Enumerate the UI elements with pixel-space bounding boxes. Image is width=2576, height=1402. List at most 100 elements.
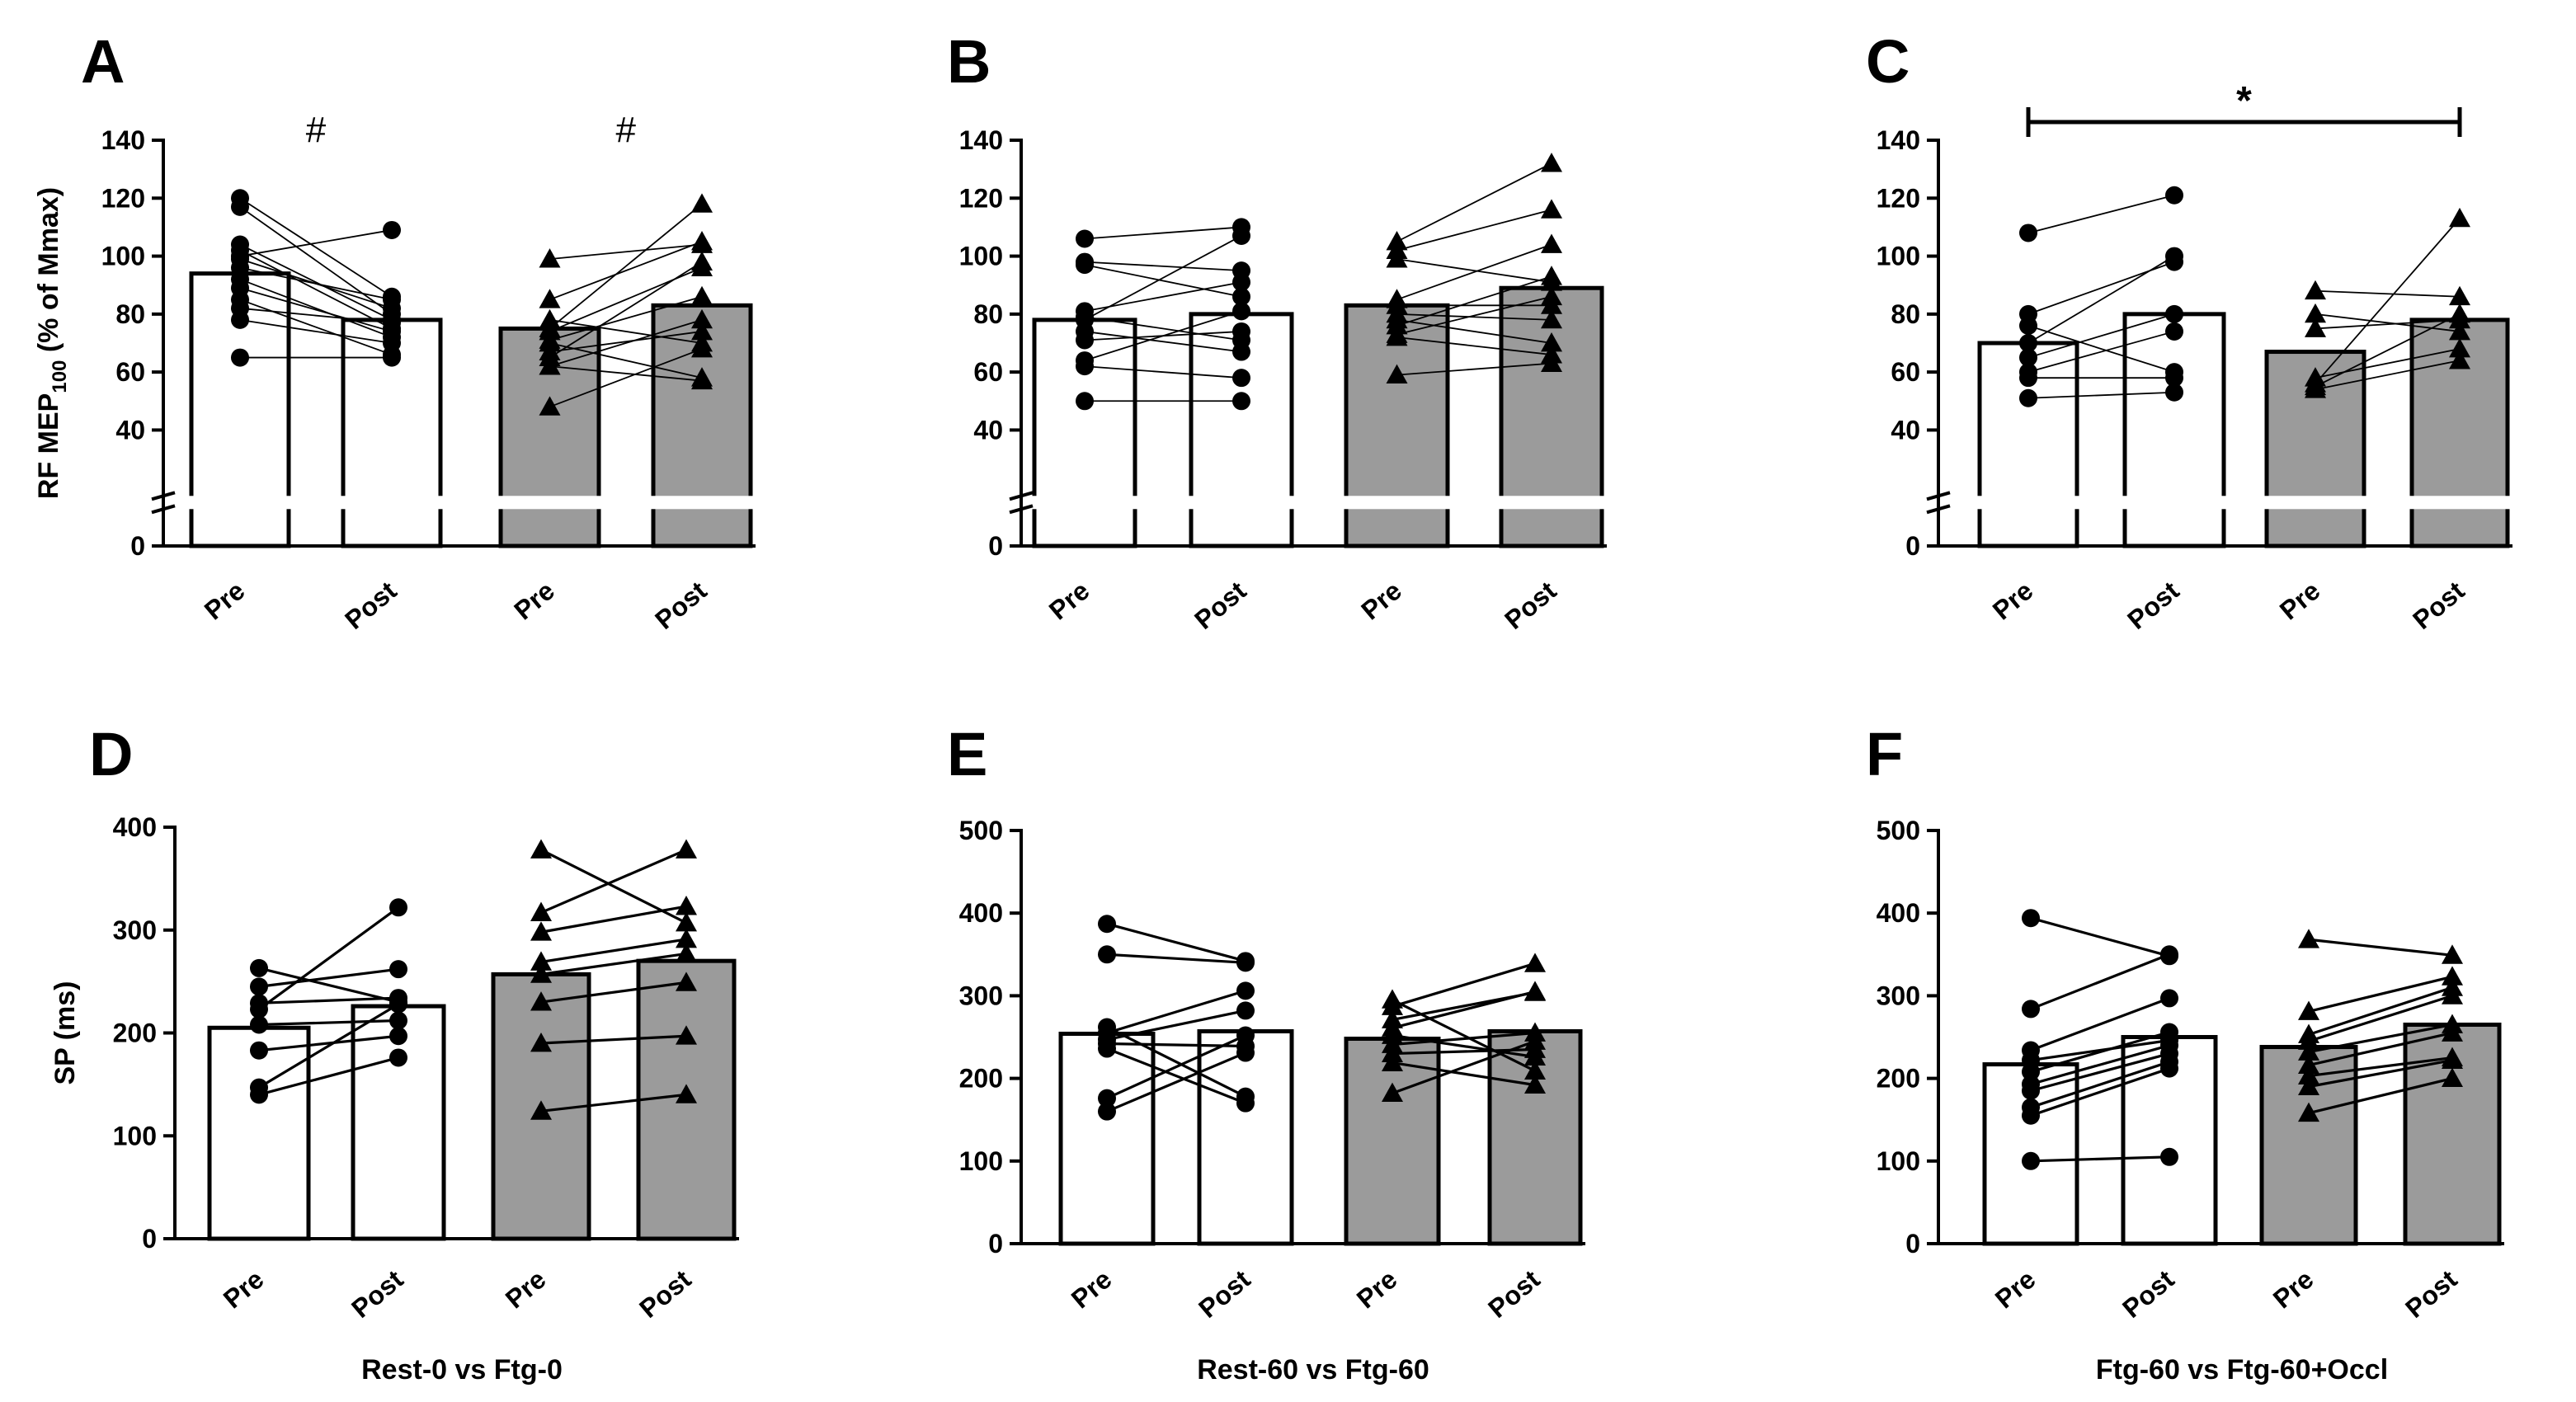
data-point-circle: [1232, 226, 1250, 245]
individual-line: [2315, 218, 2461, 384]
y-tick-label: 100: [1877, 242, 1920, 271]
data-point-triangle: [2305, 379, 2326, 398]
x-tick-label: Post: [2399, 1264, 2463, 1324]
data-point-circle: [1098, 945, 1116, 964]
data-point-circle: [2022, 1106, 2040, 1125]
panel-letter: D: [89, 720, 133, 788]
data-point-triangle: [2305, 318, 2326, 337]
individual-line: [549, 261, 703, 359]
y-tick-label: 400: [1877, 898, 1920, 928]
panel-letter: C: [1866, 27, 1910, 96]
data-point-triangle: [1382, 995, 1403, 1015]
individual-line: [1396, 162, 1552, 242]
data-point-circle: [383, 313, 401, 332]
individual-line: [1106, 1009, 1246, 1042]
data-point-circle: [1232, 322, 1250, 341]
y-tick-label: 200: [959, 1064, 1003, 1094]
data-point-circle: [383, 334, 401, 352]
data-point-triangle: [1541, 352, 1562, 372]
y-tick-label: 500: [1877, 816, 1920, 845]
y-axis-label: SP (ms): [49, 981, 81, 1085]
data-point-circle: [231, 310, 249, 329]
data-point-triangle: [1541, 308, 1562, 329]
data-point-circle: [389, 995, 407, 1014]
data-point-triangle: [539, 355, 561, 375]
data-point-circle: [2022, 1081, 2040, 1100]
individual-line: [1392, 962, 1536, 1008]
data-point-circle: [389, 1048, 407, 1067]
individual-line: [1396, 275, 1552, 327]
panel-letter: B: [947, 27, 991, 96]
y-axis-label-sub: 100: [49, 360, 71, 393]
y-tick-label: 400: [113, 812, 157, 842]
data-point-triangle: [1382, 1082, 1403, 1103]
individual-line: [2030, 1155, 2170, 1163]
y-axis-label-suffix: (% of Mmax): [33, 187, 64, 360]
individual-line: [540, 848, 687, 915]
data-point-triangle: [2442, 1067, 2463, 1087]
individual-line: [2030, 916, 2170, 957]
condition-label: Ftg-60 vs Ftg-60+Occl: [2096, 1354, 2388, 1386]
data-point-circle: [2022, 1062, 2040, 1081]
individual-line: [258, 1034, 399, 1052]
individual-line: [2030, 1061, 2170, 1109]
data-point-circle: [1232, 392, 1250, 411]
individual-line: [2308, 1023, 2453, 1054]
data-point-circle: [2160, 945, 2178, 964]
data-point-triangle: [2298, 1065, 2319, 1084]
condition-label: Rest-0 vs Ftg-0: [361, 1354, 563, 1386]
data-point-triangle: [1382, 1052, 1403, 1071]
y-tick-label: 200: [113, 1019, 157, 1048]
data-point-circle: [250, 1041, 268, 1060]
data-point-triangle: [1524, 953, 1546, 972]
x-tick-label: Pre: [1066, 1264, 1118, 1315]
individual-line: [1392, 1033, 1536, 1059]
data-point-triangle: [2298, 1102, 2319, 1122]
individual-line: [239, 249, 393, 330]
individual-line: [239, 243, 393, 321]
y-tick-label: 80: [115, 299, 145, 329]
data-point-circle: [2019, 334, 2037, 352]
panel-d: D 0 100 200 300 400 SP (ms) Pre Post Pre Post Rest-…: [49, 720, 739, 1386]
data-point-circle: [1232, 287, 1250, 306]
individual-line: [2315, 360, 2461, 391]
panel-b: B 0 40 60 80 100 120 140 Pre Post Pre Post: [947, 27, 1613, 635]
y-tick-label: 140: [959, 125, 1003, 155]
x-tick-label: Post: [346, 1264, 409, 1324]
data-point-circle: [389, 960, 407, 979]
individual-line: [2027, 391, 2175, 399]
data-point-triangle: [2442, 944, 2463, 964]
individual-line: [258, 1003, 399, 1089]
individual-line: [549, 318, 703, 344]
significance-star: *: [2236, 79, 2252, 123]
individual-line: [1396, 209, 1552, 252]
individual-line: [2315, 313, 2461, 388]
data-point-triangle: [691, 231, 713, 251]
y-tick-label: 0: [142, 1224, 157, 1254]
data-point-circle: [2019, 348, 2037, 367]
data-point-triangle: [691, 193, 713, 213]
data-point-triangle: [1386, 326, 1408, 346]
x-tick-label: Post: [2117, 1264, 2180, 1324]
data-point-triangle: [2442, 966, 2463, 986]
individual-line: [239, 197, 393, 298]
individual-line: [2308, 1077, 2453, 1115]
individual-line: [1084, 310, 1242, 361]
data-point-circle: [2165, 247, 2183, 266]
data-point-triangle: [539, 396, 561, 416]
x-tick-label: Post: [2407, 576, 2470, 635]
individual-line: [1106, 989, 1246, 1035]
x-tick-label: Pre: [1043, 576, 1095, 626]
individual-line: [2030, 1043, 2170, 1086]
y-tick-label: 120: [101, 183, 145, 213]
data-point-triangle: [539, 248, 561, 268]
data-point-circle: [1232, 342, 1250, 361]
individual-line: [2027, 194, 2175, 234]
individual-line: [1392, 1061, 1536, 1087]
data-point-triangle: [2298, 1041, 2319, 1061]
data-point-circle: [2165, 369, 2183, 388]
individual-line: [2027, 255, 2175, 344]
data-point-triangle: [1541, 233, 1562, 253]
individual-line: [2308, 994, 2453, 1043]
individual-line: [239, 318, 393, 344]
